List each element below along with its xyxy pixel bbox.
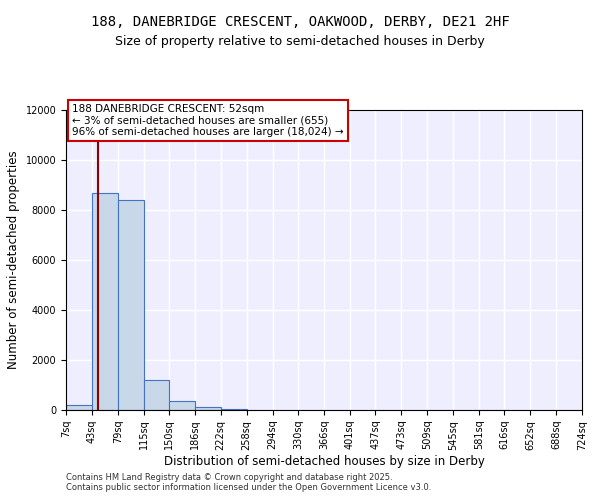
Text: Contains HM Land Registry data © Crown copyright and database right 2025.
Contai: Contains HM Land Registry data © Crown c… — [66, 473, 431, 492]
Text: Size of property relative to semi-detached houses in Derby: Size of property relative to semi-detach… — [115, 35, 485, 48]
Bar — [66, 405, 92, 410]
Bar — [118, 200, 144, 410]
X-axis label: Distribution of semi-detached houses by size in Derby: Distribution of semi-detached houses by … — [164, 456, 484, 468]
Y-axis label: Number of semi-detached properties: Number of semi-detached properties — [7, 150, 20, 370]
Text: 188 DANEBRIDGE CRESCENT: 52sqm
← 3% of semi-detached houses are smaller (655)
96: 188 DANEBRIDGE CRESCENT: 52sqm ← 3% of s… — [72, 104, 344, 137]
Bar — [195, 407, 221, 410]
Bar — [169, 401, 195, 410]
Bar — [144, 380, 169, 410]
Bar — [221, 409, 247, 410]
Bar — [92, 192, 118, 410]
Text: 188, DANEBRIDGE CRESCENT, OAKWOOD, DERBY, DE21 2HF: 188, DANEBRIDGE CRESCENT, OAKWOOD, DERBY… — [91, 15, 509, 29]
